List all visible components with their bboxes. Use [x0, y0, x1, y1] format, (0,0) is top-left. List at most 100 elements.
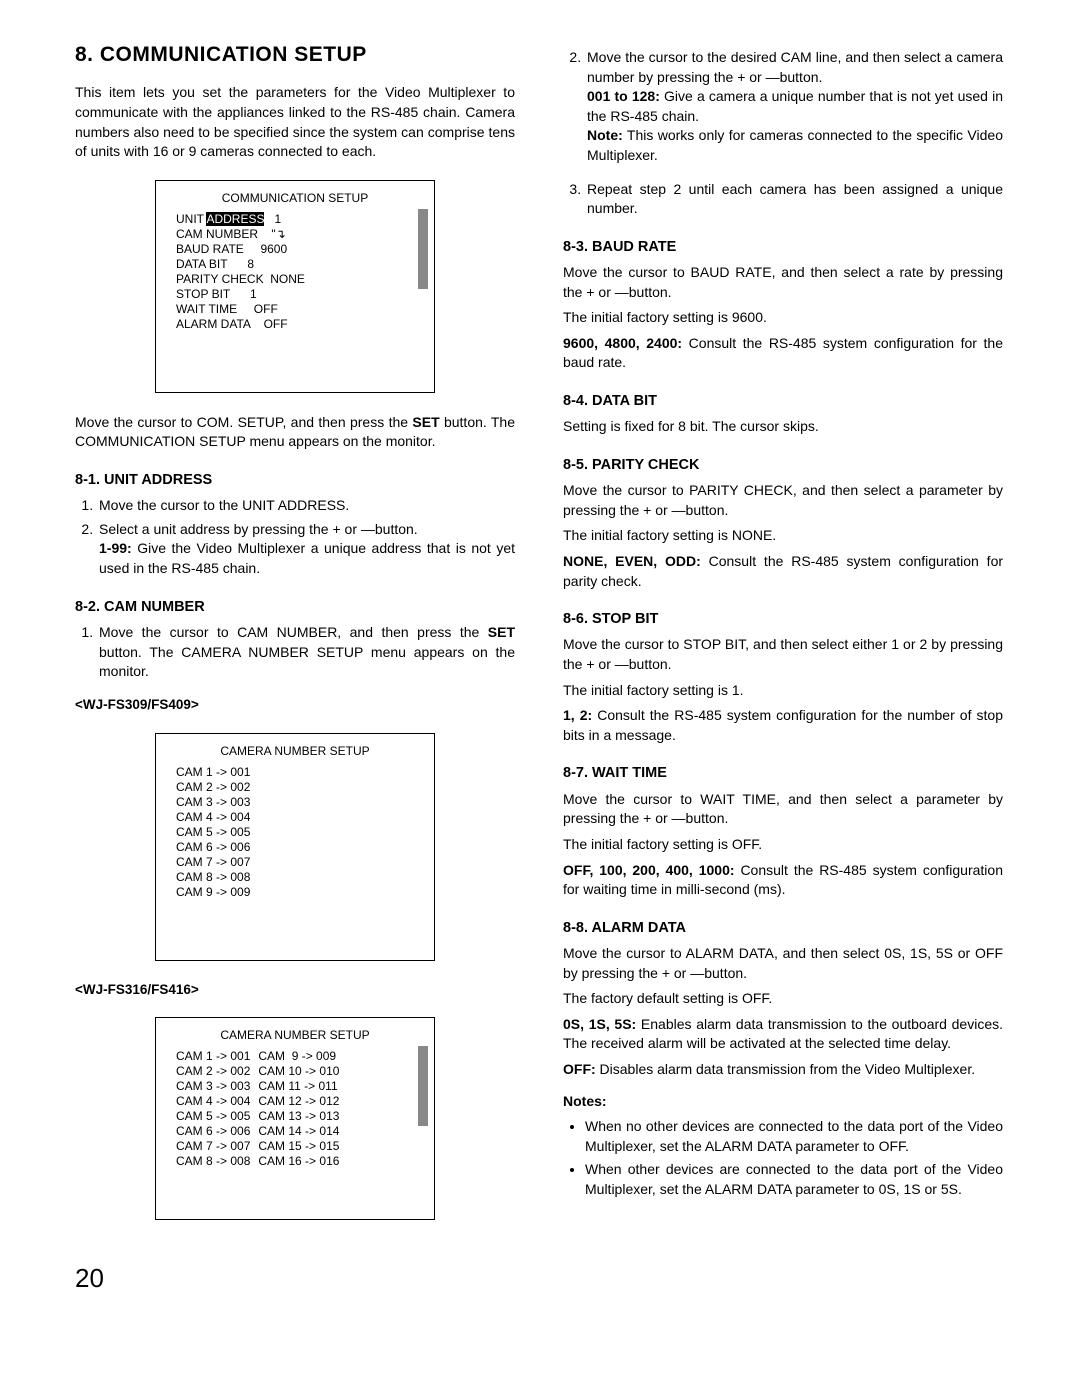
p-8-5-1: Move the cursor to PARITY CHECK, and the… [563, 481, 1003, 520]
t-8-8-2: Disables alarm data transmission from th… [596, 1061, 975, 1077]
osd-camera-9: CAMERA NUMBER SETUP CAM 1 -> 001 CAM 2 -… [155, 733, 435, 961]
list-8-2: Move the cursor to CAM NUMBER, and then … [75, 623, 515, 682]
note-2: When other devices are connected to the … [585, 1160, 1003, 1199]
osd1-row: BAUD RATE 9600 [176, 242, 414, 257]
osd-camera-16: CAMERA NUMBER SETUP CAM 1 -> 001 CAM 2 -… [155, 1017, 435, 1220]
li-8-1-2-sub: 1-99: Give the Video Multiplexer a uniqu… [99, 539, 515, 578]
p-8-6-2: The initial factory setting is 1. [563, 681, 1003, 701]
osd3-row: CAM 13 -> 013 [258, 1109, 339, 1124]
li-8-2-2: Move the cursor to the desired CAM line,… [585, 48, 1003, 166]
sub-1-99-text: Give the Video Multiplexer a unique addr… [99, 540, 515, 576]
li-8-2-2-sub: 001 to 128: Give a camera a unique numbe… [587, 87, 1003, 126]
h-8-5: 8-5. PARITY CHECK [563, 455, 1003, 475]
b-8-3: 9600, 4800, 2400: [563, 335, 682, 351]
h-8-8: 8-8. ALARM DATA [563, 918, 1003, 938]
osd1-highlight: ADDRESS [206, 212, 264, 226]
p-8-5-2: The initial factory setting is NONE. [563, 526, 1003, 546]
osd-communication-setup: COMMUNICATION SETUP UNIT ADDRESS 1 CAM N… [155, 180, 435, 393]
h-8-2: 8-2. CAM NUMBER [75, 597, 515, 617]
b-8-8-1: 0S, 1S, 5S: [563, 1016, 636, 1032]
h-8-7: 8-7. WAIT TIME [563, 763, 1003, 783]
osd3-title: CAMERA NUMBER SETUP [176, 1028, 414, 1043]
p-8-7-2: The initial factory setting is OFF. [563, 835, 1003, 855]
note-1: When no other devices are connected to t… [585, 1117, 1003, 1156]
set-label: SET [412, 414, 439, 430]
osd2-row: CAM 3 -> 003 [176, 795, 414, 810]
list-8-2-cont: Move the cursor to the desired CAM line,… [563, 48, 1003, 219]
osd1-row: DATA BIT 8 [176, 257, 414, 272]
after-osd1-a: Move the cursor to COM. SETUP, and then … [75, 414, 412, 430]
osd1-row: ALARM DATA OFF [176, 317, 414, 332]
sub-001-128: 001 to 128: [587, 88, 660, 104]
model-309: <WJ-FS309/FS409> [75, 696, 515, 715]
left-column: 8. COMMUNICATION SETUP This item lets yo… [75, 30, 515, 1297]
p-8-8-1: Move the cursor to ALARM DATA, and then … [563, 944, 1003, 983]
p-8-8-2: The factory default setting is OFF. [563, 989, 1003, 1009]
osd3-row: CAM 10 -> 010 [258, 1064, 339, 1079]
osd1-body: UNIT ADDRESS 1 CAM NUMBER "↴ BAUD RATE 9… [176, 212, 414, 332]
p-8-6-3: 1, 2: Consult the RS-485 system configur… [563, 706, 1003, 745]
b-8-5: NONE, EVEN, ODD: [563, 553, 701, 569]
li-8-1-2: Select a unit address by pressing the + … [97, 520, 515, 579]
p-8-3-3: 9600, 4800, 2400: Consult the RS-485 sys… [563, 334, 1003, 373]
b-8-8-2: OFF: [563, 1061, 596, 1077]
osd1-row: STOP BIT 1 [176, 287, 414, 302]
osd1-title: COMMUNICATION SETUP [176, 191, 414, 206]
p-8-4-1: Setting is fixed for 8 bit. The cursor s… [563, 417, 1003, 437]
osd3-row: CAM 16 -> 016 [258, 1154, 339, 1169]
right-column: Move the cursor to the desired CAM line,… [563, 30, 1003, 1297]
osd2-row: CAM 9 -> 009 [176, 885, 414, 900]
osd1-row: PARITY CHECK NONE [176, 272, 414, 287]
section-title: 8. COMMUNICATION SETUP [75, 40, 515, 69]
osd2-row: CAM 1 -> 001 [176, 765, 414, 780]
p-8-7-1: Move the cursor to WAIT TIME, and then s… [563, 790, 1003, 829]
li-8-2-1b: button. The CAMERA NUMBER SETUP menu app… [99, 644, 515, 680]
h-8-6: 8-6. STOP BIT [563, 609, 1003, 629]
note-label: Note: [587, 127, 623, 143]
list-8-1: Move the cursor to the UNIT ADDRESS. Sel… [75, 496, 515, 578]
osd3-row: CAM 2 -> 002 [176, 1064, 250, 1079]
notes-list: When no other devices are connected to t… [563, 1117, 1003, 1199]
osd3-row: CAM 15 -> 015 [258, 1139, 339, 1154]
osd3-row: CAM 9 -> 009 [258, 1049, 339, 1064]
li-8-1-2-text: Select a unit address by pressing the + … [99, 521, 418, 537]
set-label-2: SET [488, 624, 515, 640]
osd2-row: CAM 8 -> 008 [176, 870, 414, 885]
osd2-row: CAM 7 -> 007 [176, 855, 414, 870]
li-8-2-1: Move the cursor to CAM NUMBER, and then … [97, 623, 515, 682]
b-8-6: 1, 2: [563, 707, 592, 723]
notes-heading: Notes: [563, 1092, 1003, 1112]
osd2-title: CAMERA NUMBER SETUP [176, 744, 414, 759]
t-8-6: Consult the RS-485 system configuration … [563, 707, 1003, 743]
osd2-row: CAM 6 -> 006 [176, 840, 414, 855]
osd2-body: CAM 1 -> 001 CAM 2 -> 002 CAM 3 -> 003 C… [176, 765, 414, 900]
li-8-2-2-note: Note: This works only for cameras connec… [587, 126, 1003, 165]
osd3-row: CAM 5 -> 005 [176, 1109, 250, 1124]
osd3-row: CAM 12 -> 012 [258, 1094, 339, 1109]
notes-label: Notes: [563, 1093, 607, 1109]
osd2-row: CAM 4 -> 004 [176, 810, 414, 825]
osd3-row: CAM 3 -> 003 [176, 1079, 250, 1094]
p-8-7-3: OFF, 100, 200, 400, 1000: Consult the RS… [563, 861, 1003, 900]
sub-1-99: 1-99: [99, 540, 132, 556]
intro-text: This item lets you set the parameters fo… [75, 83, 515, 161]
after-osd1: Move the cursor to COM. SETUP, and then … [75, 413, 515, 452]
osd1-row: UNIT ADDRESS 1 [176, 212, 414, 227]
osd3-cols: CAM 1 -> 001 CAM 2 -> 002 CAM 3 -> 003 C… [176, 1049, 414, 1169]
osd3-col-b: CAM 9 -> 009 CAM 10 -> 010 CAM 11 -> 011… [258, 1049, 339, 1169]
p-8-8-3: 0S, 1S, 5S: Enables alarm data transmiss… [563, 1015, 1003, 1054]
p-8-6-1: Move the cursor to STOP BIT, and then se… [563, 635, 1003, 674]
osd3-row: CAM 11 -> 011 [258, 1079, 339, 1094]
osd3-row: CAM 8 -> 008 [176, 1154, 250, 1169]
osd2-row: CAM 5 -> 005 [176, 825, 414, 840]
osd3-row: CAM 6 -> 006 [176, 1124, 250, 1139]
li-8-2-3: Repeat step 2 until each camera has been… [585, 180, 1003, 219]
page-number: 20 [75, 1260, 515, 1296]
p-8-5-3: NONE, EVEN, ODD: Consult the RS-485 syst… [563, 552, 1003, 591]
osd3-row: CAM 1 -> 001 [176, 1049, 250, 1064]
h-8-4: 8-4. DATA BIT [563, 391, 1003, 411]
note-text: This works only for cameras connected to… [587, 127, 1003, 163]
osd1-row: CAM NUMBER "↴ [176, 227, 414, 242]
model-316: <WJ-FS316/FS416> [75, 981, 515, 1000]
b-8-7: OFF, 100, 200, 400, 1000: [563, 862, 735, 878]
